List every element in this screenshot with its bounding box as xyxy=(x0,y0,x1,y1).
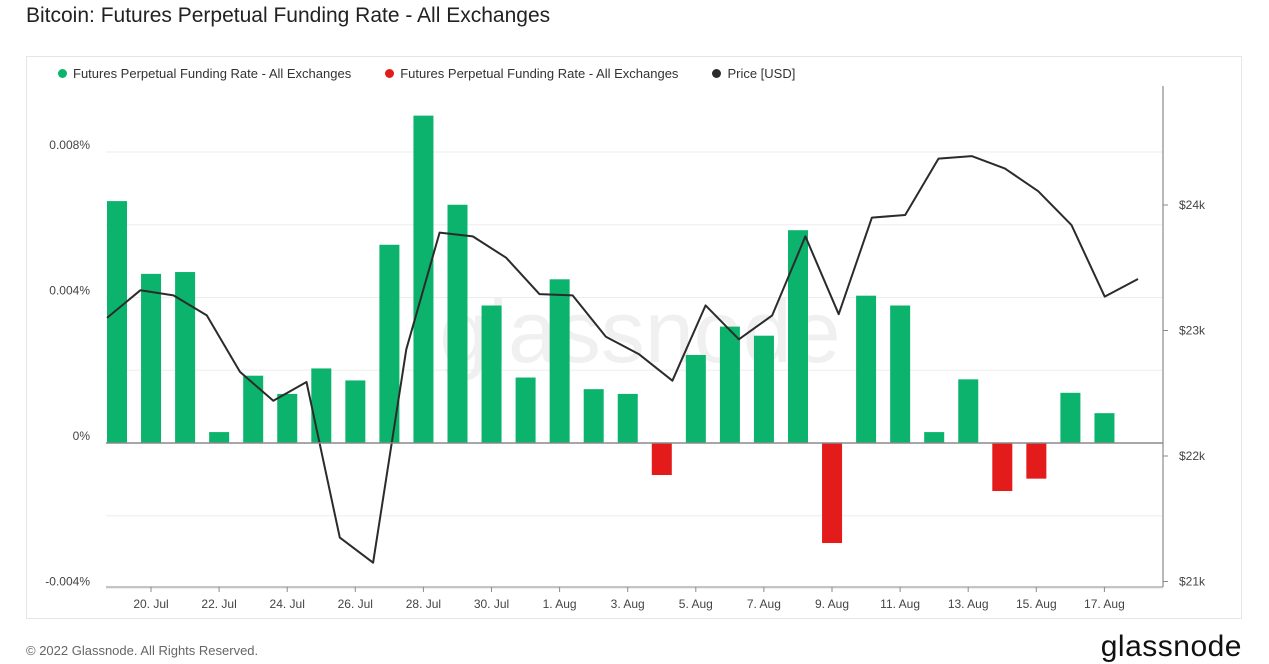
funding-bar[interactable] xyxy=(243,375,264,443)
funding-bar[interactable] xyxy=(107,201,127,443)
funding-bar[interactable] xyxy=(515,377,536,443)
funding-bar[interactable] xyxy=(822,443,843,544)
funding-bar[interactable] xyxy=(379,244,400,443)
funding-bar[interactable] xyxy=(958,379,979,443)
x-tick-label: 17. Aug xyxy=(1084,597,1125,611)
x-tick-label: 26. Jul xyxy=(338,597,373,611)
x-tick-label: 3. Aug xyxy=(611,597,645,611)
y-right-tick-label: $22k xyxy=(1179,449,1206,463)
x-tick-label: 15. Aug xyxy=(1016,597,1057,611)
y-right-tick-label: $21k xyxy=(1179,575,1206,589)
price-series xyxy=(106,155,1139,564)
axes: 0.008% 0.004% 0% -0.004% $24k $23k $22k $21k 20.… xyxy=(45,86,1206,611)
x-tick-label: 11. Aug xyxy=(880,597,920,611)
chart-frame xyxy=(26,56,1242,619)
y-left-tick-label: -0.004% xyxy=(45,575,90,589)
funding-bar[interactable] xyxy=(617,393,638,443)
x-tick-label: 13. Aug xyxy=(948,597,989,611)
x-tick-label: 20. Jul xyxy=(133,597,168,611)
funding-bar[interactable] xyxy=(924,432,945,443)
funding-bar[interactable] xyxy=(992,443,1013,492)
legend-dot-green xyxy=(58,69,67,78)
funding-bar[interactable] xyxy=(788,230,808,443)
legend-item-funding-positive[interactable]: Futures Perpetual Funding Rate - All Exc… xyxy=(58,66,351,81)
brand-logo: glassnode xyxy=(1100,630,1242,663)
grid-lines xyxy=(106,151,1163,589)
legend-dot-red xyxy=(385,69,395,78)
funding-bar[interactable] xyxy=(685,354,706,443)
funding-bar[interactable] xyxy=(1026,443,1047,479)
x-tick-label: 22. Jul xyxy=(201,597,236,611)
x-tick-label: 9. Aug xyxy=(815,597,849,611)
funding-bar[interactable] xyxy=(549,279,570,443)
page-title: Bitcoin: Futures Perpetual Funding Rate … xyxy=(26,4,551,27)
funding-bar[interactable] xyxy=(311,368,332,443)
price-line[interactable] xyxy=(106,155,1139,564)
funding-bar[interactable] xyxy=(175,272,196,443)
funding-bar[interactable] xyxy=(890,305,911,443)
funding-bar[interactable] xyxy=(447,204,468,443)
funding-bar[interactable] xyxy=(1060,392,1081,443)
x-tick-label: 30. Jul xyxy=(474,597,509,611)
x-tick-label: 1. Aug xyxy=(543,597,577,611)
funding-bar[interactable] xyxy=(719,326,740,443)
x-tick-label: 7. Aug xyxy=(747,597,781,611)
legend-label: Futures Perpetual Funding Rate - All Exc… xyxy=(73,66,352,81)
bar-series xyxy=(107,115,1115,544)
funding-bar[interactable] xyxy=(141,273,162,443)
x-tick-label: 5. Aug xyxy=(679,597,713,611)
funding-bar[interactable] xyxy=(1094,413,1115,443)
y-right-tick-label: $23k xyxy=(1179,324,1206,338)
legend-item-price[interactable]: Price [USD] xyxy=(712,66,795,81)
copyright-footer: © 2022 Glassnode. All Rights Reserved. xyxy=(26,643,259,658)
x-tick-label: 28. Jul xyxy=(406,597,441,611)
legend-item-funding-negative[interactable]: Futures Perpetual Funding Rate - All Exc… xyxy=(385,66,678,81)
chart-legend: Futures Perpetual Funding Rate - All Exc… xyxy=(58,66,795,81)
y-left-tick-label: 0.008% xyxy=(49,138,90,152)
funding-bar[interactable] xyxy=(481,305,502,443)
legend-label: Price [USD] xyxy=(727,66,796,81)
x-tick-label: 24. Jul xyxy=(270,597,305,611)
funding-bar[interactable] xyxy=(413,115,434,443)
funding-bar[interactable] xyxy=(651,443,672,476)
funding-bar[interactable] xyxy=(345,380,366,443)
funding-bar[interactable] xyxy=(753,335,774,443)
funding-bar[interactable] xyxy=(856,295,877,443)
legend-label: Futures Perpetual Funding Rate - All Exc… xyxy=(400,66,679,81)
funding-bar[interactable] xyxy=(209,432,230,443)
legend-dot-black xyxy=(712,69,722,78)
y-left-tick-label: 0% xyxy=(73,429,91,443)
y-right-tick-label: $24k xyxy=(1179,198,1206,212)
funding-bar[interactable] xyxy=(583,389,604,443)
funding-bar[interactable] xyxy=(277,393,298,443)
y-left-tick-label: 0.004% xyxy=(49,284,90,298)
